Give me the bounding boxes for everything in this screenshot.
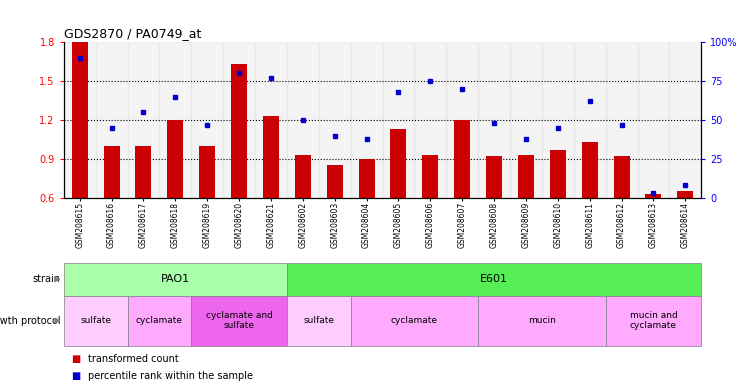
- Bar: [350, 42, 382, 198]
- Text: cyclamate: cyclamate: [136, 316, 183, 325]
- Bar: [510, 42, 542, 198]
- Bar: [295, 155, 310, 198]
- Bar: [104, 146, 119, 198]
- Bar: [191, 296, 286, 346]
- Bar: [167, 120, 183, 198]
- Bar: [614, 156, 629, 198]
- Bar: [286, 263, 701, 296]
- Bar: [391, 129, 406, 198]
- Bar: [64, 42, 96, 198]
- Bar: [136, 146, 152, 198]
- Bar: [582, 142, 598, 198]
- Bar: [255, 42, 286, 198]
- Text: sulfate: sulfate: [80, 316, 111, 325]
- Bar: [159, 42, 191, 198]
- Bar: [358, 159, 374, 198]
- Bar: [286, 42, 319, 198]
- Bar: [646, 194, 662, 198]
- Bar: [638, 42, 669, 198]
- Text: transformed count: transformed count: [88, 354, 178, 364]
- Bar: [382, 42, 414, 198]
- Bar: [550, 150, 566, 198]
- Bar: [606, 42, 638, 198]
- Bar: [263, 116, 279, 198]
- Text: mucin and
cyclamate: mucin and cyclamate: [629, 311, 677, 330]
- Text: E601: E601: [480, 274, 508, 285]
- Bar: [64, 296, 128, 346]
- Bar: [454, 120, 470, 198]
- Bar: [72, 42, 88, 198]
- Bar: [486, 156, 502, 198]
- Text: cyclamate and
sulfate: cyclamate and sulfate: [206, 311, 272, 330]
- Bar: [128, 296, 191, 346]
- Bar: [96, 42, 128, 198]
- Bar: [574, 42, 606, 198]
- Bar: [669, 42, 701, 198]
- Text: mucin: mucin: [528, 316, 556, 325]
- Bar: [542, 42, 574, 198]
- Bar: [478, 42, 510, 198]
- Bar: [319, 42, 350, 198]
- Text: ■: ■: [71, 354, 80, 364]
- Bar: [677, 191, 693, 198]
- Text: ■: ■: [71, 371, 80, 381]
- Text: strain: strain: [32, 274, 61, 285]
- Bar: [422, 155, 438, 198]
- Bar: [327, 166, 343, 198]
- Bar: [478, 296, 606, 346]
- Bar: [200, 146, 215, 198]
- Text: growth protocol: growth protocol: [0, 316, 61, 326]
- Text: sulfate: sulfate: [303, 316, 334, 325]
- Bar: [224, 42, 255, 198]
- Bar: [518, 155, 534, 198]
- Text: cyclamate: cyclamate: [391, 316, 438, 325]
- Bar: [191, 42, 224, 198]
- Bar: [414, 42, 446, 198]
- Text: percentile rank within the sample: percentile rank within the sample: [88, 371, 253, 381]
- Text: GDS2870 / PA0749_at: GDS2870 / PA0749_at: [64, 26, 201, 40]
- Bar: [286, 296, 350, 346]
- Bar: [350, 296, 478, 346]
- Text: PAO1: PAO1: [160, 274, 190, 285]
- Bar: [231, 64, 247, 198]
- Bar: [128, 42, 159, 198]
- Bar: [446, 42, 478, 198]
- Bar: [606, 296, 701, 346]
- Bar: [64, 263, 286, 296]
